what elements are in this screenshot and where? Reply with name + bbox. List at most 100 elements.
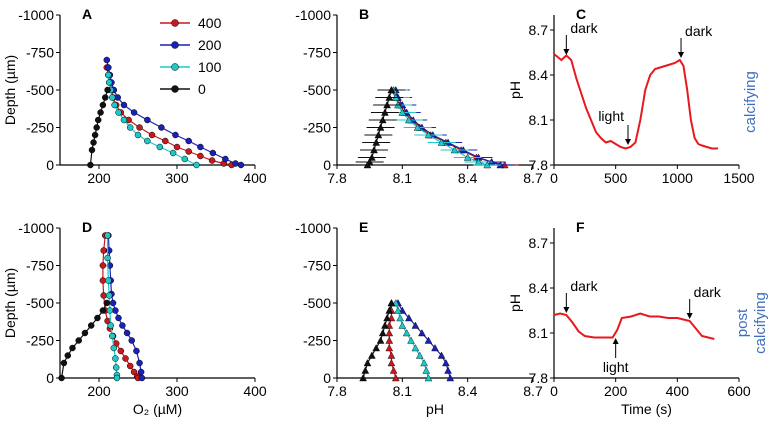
data-point — [378, 329, 387, 337]
data-point — [112, 364, 120, 371]
y-tick-label: 7.8 — [529, 157, 549, 173]
data-point — [378, 116, 387, 124]
series-line-200 — [106, 59, 242, 166]
data-point — [136, 359, 143, 367]
arrow-head — [678, 52, 685, 58]
x-tick-label: 600 — [727, 383, 751, 399]
data-point — [413, 123, 422, 131]
data-point — [363, 161, 372, 169]
data-point — [97, 109, 104, 116]
data-point — [137, 368, 145, 376]
legend-swatch-marker — [171, 63, 179, 71]
y-tick-label: 0 — [323, 370, 331, 386]
data-point — [420, 359, 428, 367]
legend-item-200: 200 — [160, 37, 222, 53]
arrow-head — [563, 49, 570, 55]
y-tick-label: 8.4 — [529, 280, 549, 296]
x-tick-label: 200 — [87, 383, 111, 399]
y-axis-label: pH — [507, 81, 523, 99]
data-point — [359, 374, 367, 382]
y-tick-label: 8.4 — [529, 67, 549, 83]
x-tick-label: 300 — [165, 383, 189, 399]
data-point — [437, 138, 446, 146]
data-point — [376, 336, 385, 344]
arrow-head — [612, 338, 619, 344]
panel-e: -1000 -750 -500 -250 07.8 8.1 8.4 8.7 EpH — [295, 219, 543, 417]
x-axis-label: Time (s) — [621, 401, 672, 417]
annotation-dark: dark — [563, 20, 599, 55]
y-tick-label: -500 — [303, 295, 331, 311]
x-tick-label: 400 — [243, 383, 267, 399]
side-label-line: post — [734, 308, 751, 337]
y-tick-label: 7.8 — [529, 370, 549, 386]
data-point — [463, 153, 472, 161]
data-point — [222, 155, 229, 163]
data-point — [387, 299, 396, 307]
data-point — [105, 79, 113, 86]
data-point — [407, 336, 415, 344]
data-point — [101, 94, 109, 101]
x-tick-label: 8.4 — [458, 170, 478, 186]
data-point — [117, 347, 125, 355]
x-tick-label: 7.8 — [327, 383, 347, 399]
data-point — [208, 157, 216, 164]
data-point — [158, 124, 165, 131]
side-label: calcifying — [742, 71, 759, 133]
data-point — [437, 351, 446, 359]
y-tick-label: -500 — [26, 295, 54, 311]
data-point — [385, 336, 394, 344]
data-point — [99, 277, 107, 284]
data-point — [389, 366, 398, 374]
y-tick-label: -500 — [26, 82, 54, 98]
data-point — [396, 314, 404, 322]
data-point — [126, 362, 134, 370]
data-point — [123, 329, 131, 337]
data-point — [99, 101, 107, 109]
legend-item-100: 100 — [160, 59, 222, 75]
data-point — [99, 307, 107, 314]
y-tick-label: -250 — [303, 120, 331, 136]
data-point — [104, 254, 111, 262]
data-point — [374, 131, 383, 139]
data-point — [442, 359, 450, 367]
data-point — [415, 351, 424, 359]
data-point — [105, 64, 112, 71]
data-point — [405, 116, 413, 124]
y-tick-label: -1000 — [295, 7, 331, 23]
data-point — [424, 374, 433, 382]
data-point — [94, 314, 101, 322]
data-point — [94, 116, 102, 124]
data-point — [115, 109, 122, 116]
annotation-label: light — [603, 359, 629, 375]
data-point — [107, 322, 114, 329]
x-tick-label: 200 — [604, 383, 628, 399]
data-point — [385, 306, 394, 314]
x-tick-label: 8.7 — [523, 383, 543, 399]
x-tick-label: 8.1 — [393, 170, 413, 186]
data-point — [237, 161, 245, 169]
data-point — [172, 131, 179, 139]
data-point — [114, 94, 121, 101]
y-tick-label: -750 — [303, 258, 331, 274]
data-point — [88, 146, 96, 154]
data-point — [398, 321, 407, 329]
data-point — [144, 116, 151, 124]
panel-letter: D — [82, 219, 92, 235]
data-point — [104, 86, 111, 94]
arrow-head — [625, 139, 631, 145]
data-point — [431, 344, 439, 352]
data-point — [232, 160, 239, 167]
x-tick-label: 400 — [666, 383, 690, 399]
data-point — [103, 56, 111, 64]
x-tick-label: 1500 — [723, 170, 754, 186]
data-point — [376, 123, 385, 131]
y-tick-label: 8.1 — [529, 112, 549, 128]
y-tick-label: -250 — [303, 333, 331, 349]
y-tick-label: -500 — [303, 82, 331, 98]
data-point — [112, 355, 119, 362]
data-point — [181, 155, 189, 163]
panel-letter: A — [82, 6, 92, 22]
data-point — [105, 71, 112, 79]
data-point — [105, 292, 113, 299]
annotation-label: dark — [570, 278, 598, 294]
